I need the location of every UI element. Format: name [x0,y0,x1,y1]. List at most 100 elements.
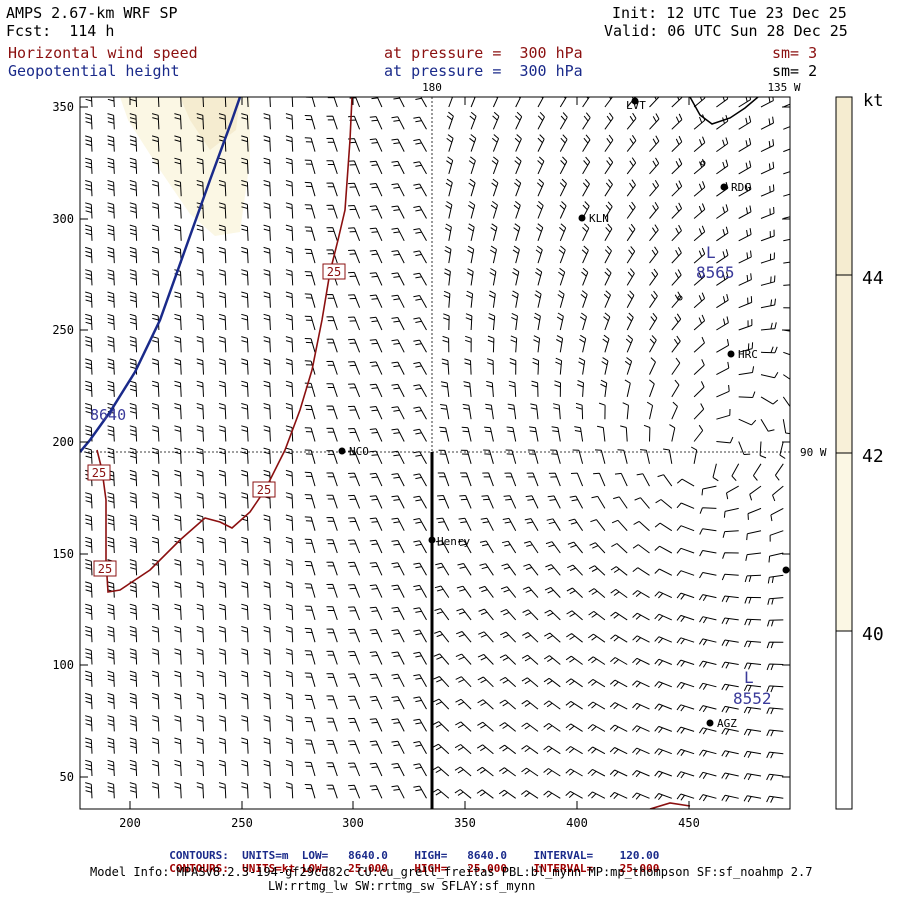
wind-barb [760,161,775,175]
wind-barb [760,275,776,286]
wind-barb [455,653,472,665]
wind-barb [369,183,383,197]
wind-barb [241,135,249,152]
wind-barb [218,358,227,375]
wind-barb [609,791,628,800]
wind-barb [545,541,561,554]
wind-barb [369,316,383,331]
wind-barb [470,97,476,108]
wind-barb [285,559,294,576]
wind-barb [129,313,138,331]
wind-barb [577,380,584,397]
wind-barb [263,447,271,464]
wind-barb [391,517,405,531]
wind-barb [129,180,138,197]
wind-barb [654,793,672,801]
forecast-hour: Fcst: 114 h [6,22,115,40]
wind-barb [559,223,567,241]
init-time: Init: 12 UTC Tue 23 Dec 25 [612,4,847,22]
wind-barb [544,632,561,643]
wind-barb [413,785,427,799]
wind-barb [721,573,739,581]
wind-barb [511,312,518,331]
wind-barb [391,629,405,643]
footer-height-interval: INTERVAL= 120.00 [533,849,660,862]
wind-barb [285,581,294,598]
station-label-henry: Henry [437,535,470,548]
wind-barb [671,335,681,353]
wind-barb [543,655,561,665]
wind-barb [433,698,450,710]
wind-barb [413,674,427,688]
wind-barb [676,502,695,509]
wind-barb [174,581,182,598]
wind-barb [770,507,784,522]
wind-barb [676,592,695,600]
wind-barb [693,381,705,398]
wind-barb [348,227,361,241]
wind-barb [649,202,659,219]
wind-barb [698,749,717,757]
wind-barb [604,223,613,242]
wind-barb [632,747,650,755]
wind-barb [744,640,762,648]
coastline [689,97,759,125]
wind-barb [107,670,115,687]
wind-barb [326,450,338,464]
wind-barb [285,180,294,197]
wind-barb [304,784,316,799]
wind-barb [649,357,656,375]
wind-barb [459,495,472,509]
wind-barb [218,336,227,353]
wind-barb [699,507,717,514]
wind-barb [760,252,775,264]
wind-barb [676,748,695,756]
speed-label-1: 25 [327,265,341,279]
wind-barb [699,550,717,557]
wind-barb [774,463,784,481]
wind-barb [263,737,271,754]
wind-barb [492,111,500,130]
wind-barb [304,717,316,732]
wind-barb [196,692,204,710]
wind-barb [263,358,271,375]
wind-barb [241,603,249,620]
wind-barb [581,267,589,286]
wind-barb [772,485,784,502]
meridian-label-135w: 135 W [767,81,800,94]
wind-barb [241,380,249,397]
colorbar: kt 44 42 40 [835,91,884,810]
footer-contour-height: CONTOURS: UNITS=m LOW= 8640.0 HIGH= 8640… [156,838,659,862]
wind-barb [174,135,182,152]
wind-barb [263,603,271,620]
wind-barb [723,507,739,518]
wind-barb [501,540,517,554]
wind-barb [348,138,361,152]
wind-barb [369,695,383,710]
wind-barb [285,358,294,375]
wind-barb [263,581,271,598]
wind-barb [156,97,160,108]
level-wind: at pressure = 300 hPa [384,44,583,62]
wind-barb [369,116,383,130]
wind-barb [654,545,673,554]
wind-barb [218,157,227,174]
wind-barb [174,425,182,442]
wind-barb [85,97,93,108]
wind-barb [716,316,729,331]
wind-barb [582,112,591,130]
wind-barb [196,113,204,130]
wind-barb [676,704,695,712]
wind-barb [654,748,672,756]
wind-barb [698,705,717,713]
wind-barb [369,740,383,754]
wind-barb [196,603,204,620]
wind-barb [738,418,757,426]
wind-barb [415,97,427,108]
wind-barb [263,559,271,576]
wind-barb [533,335,541,353]
wind-barb [129,336,138,353]
wind-barb [85,492,93,509]
wind-barb [587,724,606,732]
wind-barb [603,290,611,308]
